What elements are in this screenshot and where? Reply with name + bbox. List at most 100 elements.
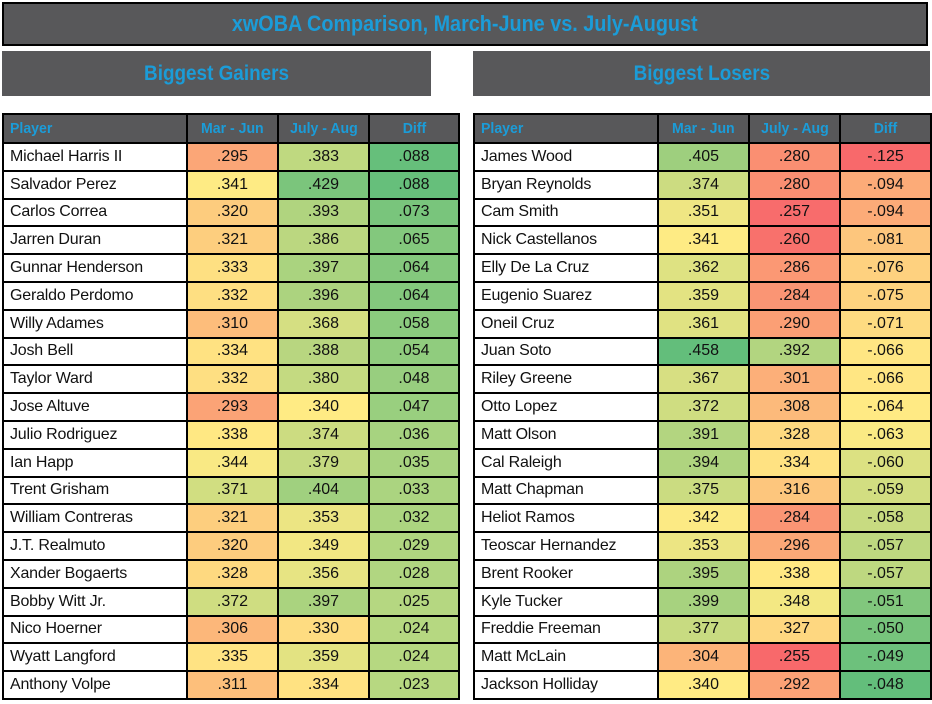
player-cell[interactable]: Willy Adames xyxy=(2,308,188,339)
mar-jun-cell[interactable]: .341 xyxy=(657,225,750,256)
mar-jun-cell[interactable]: .320 xyxy=(186,531,279,561)
diff-cell[interactable]: -.125 xyxy=(839,142,932,172)
mar-jun-cell[interactable]: .399 xyxy=(657,586,750,617)
diff-cell[interactable]: .065 xyxy=(368,225,460,256)
gainers-july-aug-column-header[interactable]: July - Aug xyxy=(277,113,370,144)
july-aug-cell[interactable]: .280 xyxy=(748,169,841,200)
diff-cell[interactable]: .033 xyxy=(368,475,460,506)
player-cell[interactable]: Jackson Holliday xyxy=(473,670,659,700)
july-aug-cell[interactable]: .388 xyxy=(277,336,370,367)
mar-jun-cell[interactable]: .371 xyxy=(186,475,279,506)
mar-jun-cell[interactable]: .458 xyxy=(657,336,750,367)
july-aug-cell[interactable]: .334 xyxy=(748,447,841,478)
mar-jun-cell[interactable]: .375 xyxy=(657,475,750,506)
diff-cell[interactable]: .024 xyxy=(368,642,460,673)
player-cell[interactable]: William Contreras xyxy=(2,503,188,534)
player-cell[interactable]: Cam Smith xyxy=(473,197,659,228)
diff-cell[interactable]: .054 xyxy=(368,336,460,367)
diff-cell[interactable]: .025 xyxy=(368,586,460,617)
diff-cell[interactable]: .032 xyxy=(368,503,460,534)
july-aug-cell[interactable]: .296 xyxy=(748,531,841,561)
player-cell[interactable]: Matt McLain xyxy=(473,642,659,673)
diff-cell[interactable]: -.094 xyxy=(839,169,932,200)
mar-jun-cell[interactable]: .304 xyxy=(657,642,750,673)
diff-cell[interactable]: .035 xyxy=(368,447,460,478)
july-aug-cell[interactable]: .349 xyxy=(277,531,370,561)
losers-diff-column-header[interactable]: Diff xyxy=(839,113,932,144)
july-aug-cell[interactable]: .284 xyxy=(748,503,841,534)
mar-jun-cell[interactable]: .334 xyxy=(186,336,279,367)
player-cell[interactable]: Nick Castellanos xyxy=(473,225,659,256)
diff-cell[interactable]: -.076 xyxy=(839,253,932,283)
player-cell[interactable]: Gunnar Henderson xyxy=(2,253,188,283)
player-cell[interactable]: Heliot Ramos xyxy=(473,503,659,534)
player-cell[interactable]: Otto Lopez xyxy=(473,392,659,422)
mar-jun-cell[interactable]: .328 xyxy=(186,558,279,589)
july-aug-cell[interactable]: .292 xyxy=(748,670,841,700)
player-cell[interactable]: James Wood xyxy=(473,142,659,172)
mar-jun-cell[interactable]: .344 xyxy=(186,447,279,478)
diff-cell[interactable]: .047 xyxy=(368,392,460,422)
mar-jun-cell[interactable]: .340 xyxy=(657,670,750,700)
july-aug-cell[interactable]: .380 xyxy=(277,364,370,395)
mar-jun-cell[interactable]: .359 xyxy=(657,280,750,311)
diff-cell[interactable]: .088 xyxy=(368,142,460,172)
july-aug-cell[interactable]: .328 xyxy=(748,419,841,450)
mar-jun-cell[interactable]: .293 xyxy=(186,392,279,422)
player-cell[interactable]: Eugenio Suarez xyxy=(473,280,659,311)
july-aug-cell[interactable]: .397 xyxy=(277,253,370,283)
player-cell[interactable]: Bryan Reynolds xyxy=(473,169,659,200)
mar-jun-cell[interactable]: .321 xyxy=(186,503,279,534)
player-cell[interactable]: Trent Grisham xyxy=(2,475,188,506)
diff-cell[interactable]: .064 xyxy=(368,280,460,311)
diff-cell[interactable]: -.064 xyxy=(839,392,932,422)
july-aug-cell[interactable]: .340 xyxy=(277,392,370,422)
player-cell[interactable]: Wyatt Langford xyxy=(2,642,188,673)
july-aug-cell[interactable]: .353 xyxy=(277,503,370,534)
losers-player-column-header[interactable]: Player xyxy=(473,113,659,144)
mar-jun-cell[interactable]: .342 xyxy=(657,503,750,534)
diff-cell[interactable]: .073 xyxy=(368,197,460,228)
diff-cell[interactable]: .088 xyxy=(368,169,460,200)
july-aug-cell[interactable]: .383 xyxy=(277,142,370,172)
diff-cell[interactable]: -.066 xyxy=(839,336,932,367)
diff-cell[interactable]: -.058 xyxy=(839,503,932,534)
july-aug-cell[interactable]: .280 xyxy=(748,142,841,172)
july-aug-cell[interactable]: .397 xyxy=(277,586,370,617)
mar-jun-cell[interactable]: .391 xyxy=(657,419,750,450)
player-cell[interactable]: Xander Bogaerts xyxy=(2,558,188,589)
player-cell[interactable]: Salvador Perez xyxy=(2,169,188,200)
diff-cell[interactable]: -.075 xyxy=(839,280,932,311)
july-aug-cell[interactable]: .327 xyxy=(748,614,841,645)
july-aug-cell[interactable]: .257 xyxy=(748,197,841,228)
gainers-mar-jun-column-header[interactable]: Mar - Jun xyxy=(186,113,279,144)
july-aug-cell[interactable]: .386 xyxy=(277,225,370,256)
player-cell[interactable]: Matt Chapman xyxy=(473,475,659,506)
player-cell[interactable]: Jarren Duran xyxy=(2,225,188,256)
player-cell[interactable]: J.T. Realmuto xyxy=(2,531,188,561)
player-cell[interactable]: Ian Happ xyxy=(2,447,188,478)
player-cell[interactable]: Geraldo Perdomo xyxy=(2,280,188,311)
player-cell[interactable]: Elly De La Cruz xyxy=(473,253,659,283)
mar-jun-cell[interactable]: .372 xyxy=(186,586,279,617)
gainers-diff-column-header[interactable]: Diff xyxy=(368,113,460,144)
player-cell[interactable]: Matt Olson xyxy=(473,419,659,450)
losers-mar-jun-column-header[interactable]: Mar - Jun xyxy=(657,113,750,144)
diff-cell[interactable]: -.081 xyxy=(839,225,932,256)
diff-cell[interactable]: .048 xyxy=(368,364,460,395)
diff-cell[interactable]: .024 xyxy=(368,614,460,645)
july-aug-cell[interactable]: .404 xyxy=(277,475,370,506)
july-aug-cell[interactable]: .396 xyxy=(277,280,370,311)
diff-cell[interactable]: -.059 xyxy=(839,475,932,506)
july-aug-cell[interactable]: .301 xyxy=(748,364,841,395)
diff-cell[interactable]: -.066 xyxy=(839,364,932,395)
player-cell[interactable]: Freddie Freeman xyxy=(473,614,659,645)
player-cell[interactable]: Kyle Tucker xyxy=(473,586,659,617)
diff-cell[interactable]: -.063 xyxy=(839,419,932,450)
diff-cell[interactable]: .023 xyxy=(368,670,460,700)
july-aug-cell[interactable]: .286 xyxy=(748,253,841,283)
diff-cell[interactable]: .064 xyxy=(368,253,460,283)
july-aug-cell[interactable]: .338 xyxy=(748,558,841,589)
diff-cell[interactable]: -.048 xyxy=(839,670,932,700)
player-cell[interactable]: Cal Raleigh xyxy=(473,447,659,478)
